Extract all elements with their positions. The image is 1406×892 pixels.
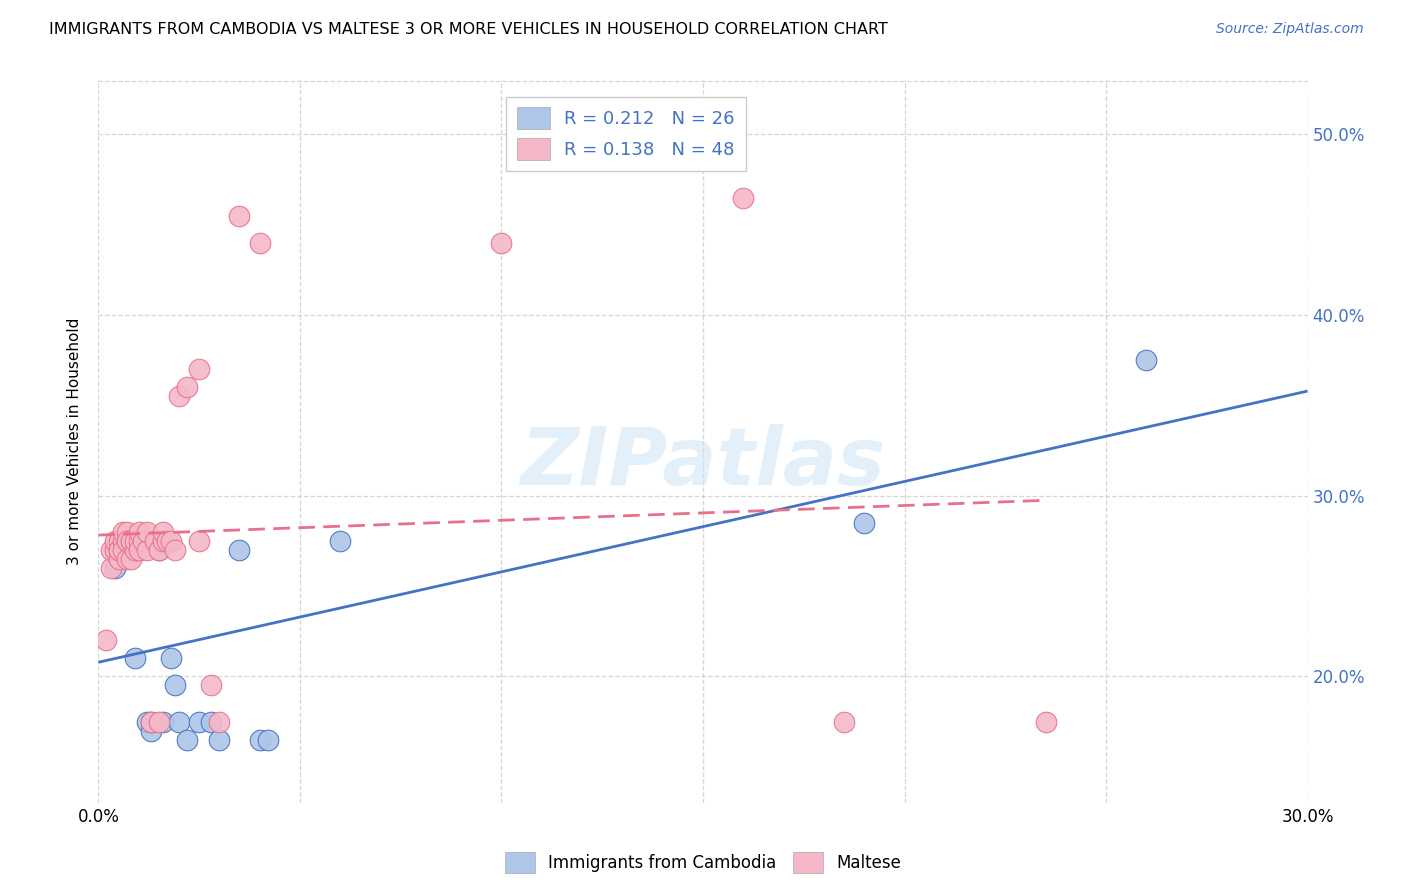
- Point: [188, 714, 211, 729]
- Point: [228, 209, 250, 223]
- Point: [115, 533, 138, 548]
- Point: [115, 533, 138, 548]
- Point: [115, 542, 138, 557]
- Point: [853, 516, 876, 530]
- Point: [143, 533, 166, 548]
- Point: [208, 714, 231, 729]
- Point: [329, 533, 352, 548]
- Y-axis label: 3 or more Vehicles in Household: 3 or more Vehicles in Household: [67, 318, 83, 566]
- Point: [111, 533, 134, 548]
- Point: [139, 714, 162, 729]
- Point: [160, 533, 183, 548]
- Point: [148, 714, 170, 729]
- Point: [128, 533, 150, 548]
- Point: [135, 542, 157, 557]
- Point: [491, 235, 513, 250]
- Point: [160, 651, 183, 665]
- Point: [128, 542, 150, 557]
- Point: [107, 542, 129, 557]
- Point: [208, 732, 231, 747]
- Point: [124, 533, 146, 548]
- Point: [176, 732, 198, 747]
- Text: Source: ZipAtlas.com: Source: ZipAtlas.com: [1216, 22, 1364, 37]
- Point: [832, 714, 855, 729]
- Point: [152, 714, 174, 729]
- Legend: R = 0.212   N = 26, R = 0.138   N = 48: R = 0.212 N = 26, R = 0.138 N = 48: [506, 96, 745, 171]
- Point: [152, 524, 174, 539]
- Legend: Immigrants from Cambodia, Maltese: Immigrants from Cambodia, Maltese: [498, 846, 908, 880]
- Point: [249, 235, 271, 250]
- Point: [167, 714, 190, 729]
- Point: [152, 533, 174, 548]
- Point: [115, 552, 138, 566]
- Point: [132, 533, 155, 548]
- Point: [156, 533, 179, 548]
- Point: [111, 542, 134, 557]
- Point: [139, 723, 162, 738]
- Point: [111, 524, 134, 539]
- Point: [128, 533, 150, 548]
- Point: [132, 533, 155, 548]
- Point: [120, 552, 142, 566]
- Point: [200, 678, 222, 692]
- Point: [107, 533, 129, 548]
- Point: [163, 678, 186, 692]
- Point: [256, 732, 278, 747]
- Point: [128, 524, 150, 539]
- Point: [200, 714, 222, 729]
- Point: [115, 524, 138, 539]
- Point: [107, 552, 129, 566]
- Point: [228, 542, 250, 557]
- Point: [120, 533, 142, 548]
- Point: [163, 542, 186, 557]
- Point: [148, 542, 170, 557]
- Point: [733, 191, 755, 205]
- Point: [1035, 714, 1057, 729]
- Point: [120, 542, 142, 557]
- Point: [128, 542, 150, 557]
- Point: [120, 533, 142, 548]
- Point: [1135, 353, 1157, 368]
- Point: [100, 561, 122, 575]
- Point: [103, 533, 125, 548]
- Point: [176, 380, 198, 394]
- Point: [139, 714, 162, 729]
- Point: [249, 732, 271, 747]
- Text: IMMIGRANTS FROM CAMBODIA VS MALTESE 3 OR MORE VEHICLES IN HOUSEHOLD CORRELATION : IMMIGRANTS FROM CAMBODIA VS MALTESE 3 OR…: [49, 22, 889, 37]
- Point: [103, 561, 125, 575]
- Point: [111, 533, 134, 548]
- Text: ZIPatlas: ZIPatlas: [520, 425, 886, 502]
- Point: [148, 542, 170, 557]
- Point: [188, 533, 211, 548]
- Point: [96, 633, 118, 648]
- Point: [188, 362, 211, 376]
- Point: [103, 542, 125, 557]
- Point: [135, 714, 157, 729]
- Point: [135, 524, 157, 539]
- Point: [124, 542, 146, 557]
- Point: [100, 542, 122, 557]
- Point: [167, 389, 190, 403]
- Point: [107, 542, 129, 557]
- Point: [124, 651, 146, 665]
